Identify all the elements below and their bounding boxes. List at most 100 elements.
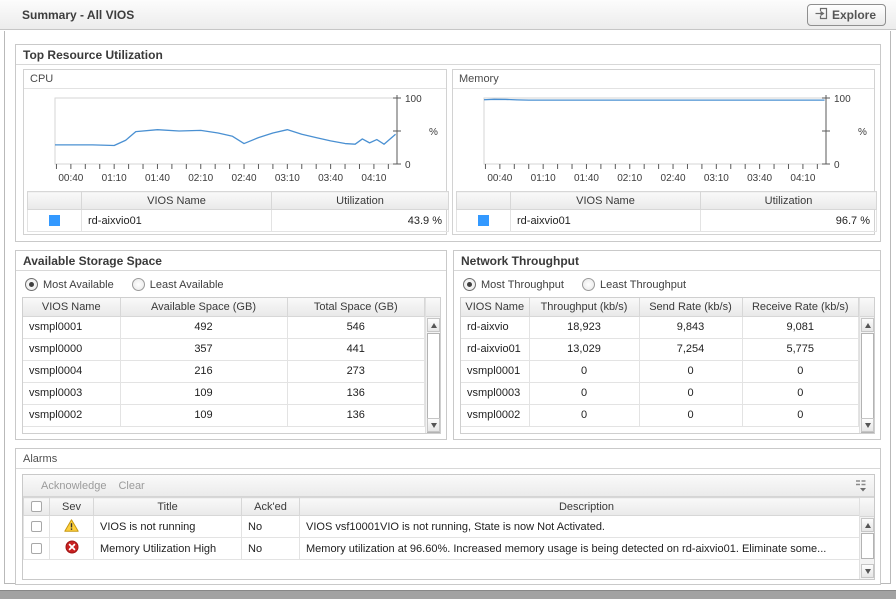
cpu-legend-header-name: VIOS Name [81,191,272,210]
alarm-checkbox[interactable] [31,521,42,533]
network-table-row: vsmpl0002 0 0 0 [461,404,859,427]
scroll-down-button[interactable] [861,564,874,578]
table-cell: 13,029 [529,338,640,361]
network-col-header-vios-name[interactable]: VIOS Name [461,298,530,317]
table-cell: 492 [120,316,288,339]
scrollbar-thumb[interactable] [427,333,440,433]
network-col-header-throughput[interactable]: Throughput (kb/s) [529,298,640,317]
available-storage-space-title: Available Storage Space [16,251,446,271]
cpu-utilization-chart: 00:40 01:10 01:40 02:10 02:40 03:10 03:40 04:10… [54,94,438,184]
network-table: VIOS Name Throughput (kb/s) Send Rate (k… [461,298,859,427]
radio-least-available[interactable]: Least Available [131,278,224,291]
svg-text:01:40: 01:40 [574,173,599,184]
scroll-up-button[interactable] [861,318,874,332]
svg-text:01:40: 01:40 [145,173,170,184]
alarm-description: VIOS vsf10001VIO is not running, State i… [299,515,874,538]
svg-text:03:10: 03:10 [275,173,300,184]
network-throughput-title: Network Throughput [454,251,880,271]
cpu-legend-row: rd-aixvio01 43.9 % [27,209,449,232]
table-customizer-icon[interactable] [854,479,868,492]
cpu-subpanel-title: CPU [24,70,446,89]
memory-subpanel-title: Memory [453,70,874,89]
radio-most-throughput-label[interactable]: Most Throughput [481,278,564,291]
table-cell: 109 [120,404,288,427]
storage-table-row: vsmpl0004 216 273 [23,360,425,383]
clear-button[interactable]: Clear [118,479,145,492]
svg-text:%: % [429,127,438,138]
network-col-header-send-rate[interactable]: Send Rate (kb/s) [639,298,743,317]
memory-subpanel: Memory 00:40 01:10 01:40 02:10 02:40 03:10 03:… [452,69,877,235]
alarms-panel: Alarms Acknowledge Clear Sev T [15,448,881,585]
table-cell: 109 [120,382,288,405]
table-cell: 0 [639,382,743,405]
table-cell: 0 [742,382,859,405]
alarm-title: VIOS is not running [93,515,242,538]
radio-least-throughput[interactable]: Least Throughput [581,278,686,291]
table-cell: 0 [639,404,743,427]
radio-most-throughput[interactable]: Most Throughput [463,278,564,291]
scroll-up-button[interactable] [427,318,440,332]
storage-table: VIOS Name Available Space (GB) Total Spa… [23,298,425,427]
network-col-header-receive-rate[interactable]: Receive Rate (kb/s) [742,298,859,317]
svg-text:100: 100 [405,94,422,105]
memory-legend-table: VIOS Name Utilization rd-aixvio01 96.7 % [456,191,877,232]
table-cell: 0 [529,404,640,427]
alarm-row[interactable]: VIOS is not running No VIOS vsf10001VIO … [23,515,874,538]
alarms-col-header-acked[interactable]: Ack'ed [241,497,300,516]
down-arrow-icon [864,422,871,428]
memory-legend-header-swatch [456,191,511,210]
radio-most-available-label[interactable]: Most Available [43,278,114,291]
cpu-subpanel: CPU 00:40 01:10 01:40 02:10 02:40 03:10 03:40 0… [23,69,449,235]
up-arrow-icon [430,322,437,328]
cpu-series-swatch [49,215,60,227]
svg-text:04:10: 04:10 [361,173,386,184]
alarms-col-header-title[interactable]: Title [93,497,242,516]
svg-text:03:40: 03:40 [318,173,343,184]
table-cell: rd-aixvio01 [461,338,530,361]
table-cell: vsmpl0002 [461,404,530,427]
scrollbar-spacer [860,498,874,517]
table-cell: 273 [287,360,425,383]
radio-most-available-button[interactable] [25,278,38,291]
scroll-down-button[interactable] [427,418,440,432]
svg-text:03:40: 03:40 [747,173,772,184]
alarm-acked: No [241,515,300,538]
explore-button[interactable]: Explore [806,4,886,26]
storage-col-header-total-space[interactable]: Total Space (GB) [287,298,425,317]
alarm-row[interactable]: Memory Utilization High No Memory utiliz… [23,537,874,560]
memory-legend-header-name: VIOS Name [510,191,701,210]
network-table-container: VIOS Name Throughput (kb/s) Send Rate (k… [460,297,875,434]
radio-least-available-button[interactable] [131,278,145,291]
acknowledge-button[interactable]: Acknowledge [41,479,107,492]
memory-series-swatch [478,215,489,227]
radio-least-available-label[interactable]: Least Available [149,278,224,291]
storage-table-container: VIOS Name Available Space (GB) Total Spa… [22,297,441,434]
select-all-checkbox[interactable] [31,501,42,513]
alarms-scrollbar[interactable] [859,498,874,579]
scrollbar-thumb[interactable] [861,333,874,433]
scrollbar-thumb[interactable] [861,533,874,559]
radio-least-throughput-button[interactable] [581,278,595,291]
alarms-col-header-sev[interactable]: Sev [49,497,94,516]
svg-text:02:10: 02:10 [188,173,213,184]
warning-icon [64,518,79,535]
storage-col-header-vios-name[interactable]: VIOS Name [23,298,121,317]
radio-most-throughput-button[interactable] [463,278,476,291]
svg-text:%: % [858,127,867,138]
storage-col-header-available-space[interactable]: Available Space (GB) [120,298,288,317]
storage-scrollbar[interactable] [425,298,440,433]
scroll-up-button[interactable] [861,518,874,532]
svg-text:03:10: 03:10 [704,173,729,184]
network-table-row: rd-aixvio 18,923 9,843 9,081 [461,316,859,339]
radio-most-available[interactable]: Most Available [25,278,114,291]
alarms-col-header-description[interactable]: Description [299,497,874,516]
table-cell: 9,843 [639,316,743,339]
down-arrow-icon [430,422,437,428]
scrollbar-spacer [860,298,874,317]
radio-least-throughput-label[interactable]: Least Throughput [599,278,686,291]
network-table-row: rd-aixvio01 13,029 7,254 5,775 [461,338,859,361]
scroll-down-button[interactable] [861,418,874,432]
network-scrollbar[interactable] [859,298,874,433]
alarm-title: Memory Utilization High [93,537,242,560]
alarm-checkbox[interactable] [31,543,42,555]
